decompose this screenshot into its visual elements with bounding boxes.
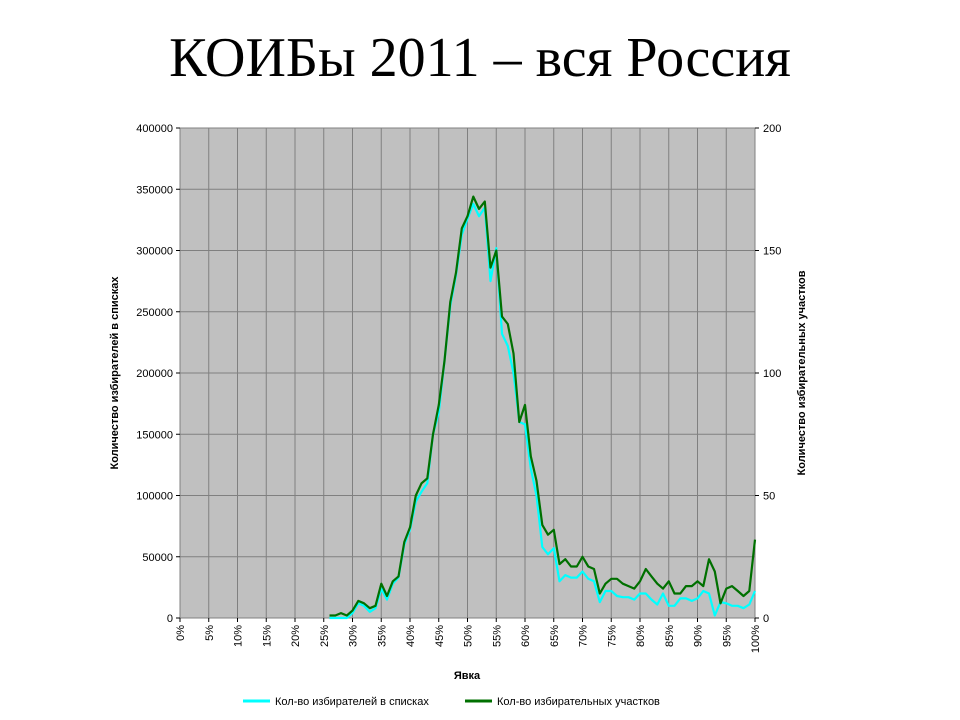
x-tick-label: 5%	[204, 625, 216, 641]
y-right-tick-label: 150	[763, 246, 781, 258]
x-tick-label: 85%	[664, 625, 676, 647]
y-axis-left-ticks: 0 50000 100000 150000 200000 250000 300000 3500…	[136, 123, 180, 625]
x-tick-label: 40%	[405, 625, 417, 647]
y-axis-right-title: Количество избирательных участков	[796, 270, 808, 475]
y-left-tick-label: 350000	[136, 184, 173, 196]
x-tick-label: 20%	[290, 625, 302, 647]
x-tick-label: 0%	[175, 625, 187, 641]
y-left-tick-label: 150000	[136, 429, 173, 441]
x-tick-label: 55%	[491, 625, 503, 647]
x-tick-label: 65%	[549, 625, 561, 647]
y-axis-right-ticks: 0 50 100 150 200	[755, 123, 781, 625]
x-tick-label: 60%	[520, 625, 532, 647]
x-tick-label: 10%	[233, 625, 245, 647]
x-tick-label: 90%	[693, 625, 705, 647]
legend-label-voters: Кол-во избирателей в списках	[275, 696, 429, 708]
x-tick-label: 30%	[348, 625, 360, 647]
series-layer	[329, 195, 757, 620]
y-left-tick-label: 300000	[136, 246, 173, 258]
x-tick-label: 100%	[750, 625, 762, 653]
x-tick-label: 50%	[463, 625, 475, 647]
x-axis-title: Явка	[454, 670, 481, 682]
x-axis-ticks: 0% 5% 10% 15% 20% 25% 30% 35% 40% 45% 50% 55% 60% 65%…	[175, 618, 762, 653]
x-tick-label: 45%	[434, 625, 446, 647]
y-left-tick-label: 250000	[136, 307, 173, 319]
x-tick-label: 70%	[578, 625, 590, 647]
x-tick-label: 75%	[606, 625, 618, 647]
y-left-tick-label: 200000	[136, 368, 173, 380]
x-tick-label: 15%	[261, 625, 273, 647]
x-tick-label: 25%	[319, 625, 331, 647]
y-left-tick-label: 50000	[142, 552, 173, 564]
y-right-tick-label: 100	[763, 368, 781, 380]
y-left-tick-label: 100000	[136, 491, 173, 503]
x-tick-label: 80%	[635, 625, 647, 647]
y-right-tick-label: 200	[763, 123, 781, 135]
legend: Кол-во избирателей в списках Кол-во изби…	[243, 696, 660, 708]
slide-title: КОИБы 2011 – вся Россия	[169, 27, 791, 89]
x-tick-label: 35%	[376, 625, 388, 647]
legend-label-stations: Кол-во избирательных участков	[497, 696, 660, 708]
grid-lines	[179, 127, 756, 619]
y-axis-left-title: Количество избирателей в списках	[109, 276, 121, 470]
x-tick-label: 95%	[721, 625, 733, 647]
series-line-stations	[329, 195, 757, 617]
y-right-tick-label: 0	[763, 613, 769, 625]
y-left-tick-label: 0	[167, 613, 173, 625]
y-right-tick-label: 50	[763, 491, 775, 503]
y-left-tick-label: 400000	[136, 123, 173, 135]
